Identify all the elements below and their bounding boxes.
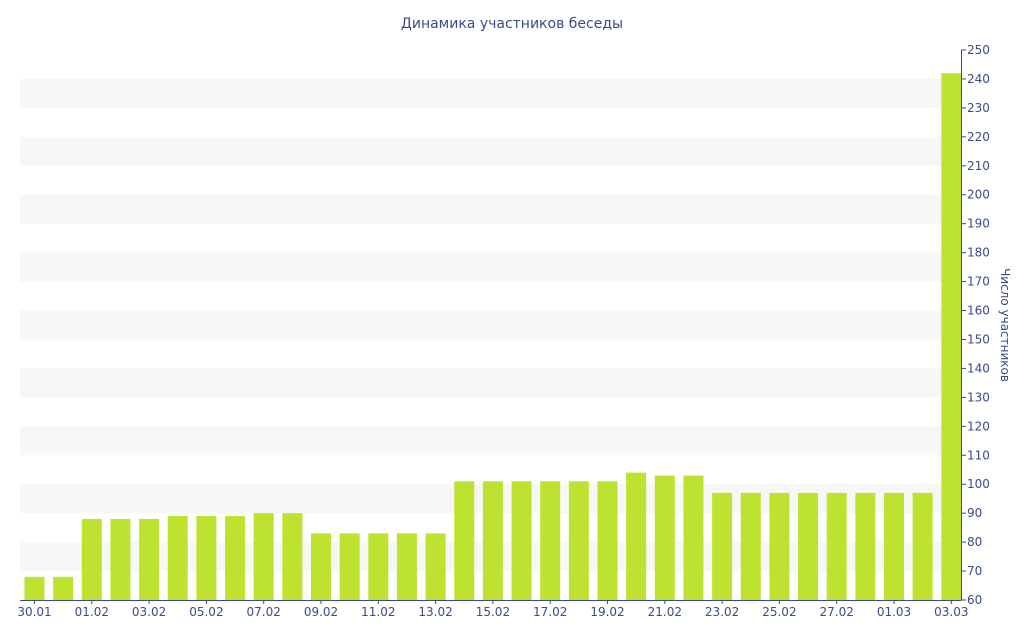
y-tick-label: 200 xyxy=(967,188,990,202)
y-tick-label: 210 xyxy=(967,159,990,173)
y-axis-title: Число участников xyxy=(998,268,1012,382)
bar xyxy=(454,481,475,600)
y-tick-label: 140 xyxy=(967,361,990,375)
y-tick-label: 120 xyxy=(967,419,990,433)
x-tick-label: 01.03 xyxy=(877,605,911,619)
x-tick-label: 30.01 xyxy=(17,605,51,619)
y-tick-label: 90 xyxy=(967,506,982,520)
bar xyxy=(941,73,962,600)
grid-band xyxy=(20,310,961,340)
bar xyxy=(826,492,847,600)
bar xyxy=(339,533,360,600)
bar xyxy=(683,475,704,600)
y-tick-label: 240 xyxy=(967,72,990,86)
y-tick-label: 170 xyxy=(967,275,990,289)
y-tick-label: 220 xyxy=(967,130,990,144)
bar xyxy=(884,492,904,600)
x-tick-label: 15.02 xyxy=(476,605,510,619)
x-tick-label: 01.02 xyxy=(75,605,109,619)
grid-band xyxy=(20,252,961,282)
y-tick-label: 110 xyxy=(967,448,990,462)
bar xyxy=(311,533,331,600)
y-tick-label: 70 xyxy=(967,564,982,578)
x-tick-label: 21.02 xyxy=(648,605,682,619)
x-tick-label: 09.02 xyxy=(304,605,338,619)
bar xyxy=(798,492,819,600)
x-tick-label: 17.02 xyxy=(533,605,567,619)
bar xyxy=(24,576,45,600)
chart-title: Динамика участников беседы xyxy=(401,16,623,32)
bar xyxy=(425,533,446,600)
grid-band xyxy=(20,194,961,224)
x-tick-label: 05.02 xyxy=(189,605,223,619)
x-tick-label: 23.02 xyxy=(705,605,739,619)
x-axis-ticks: 30.01 01.02 03.02 05.02 07.02 09.02 11.02 13.02… xyxy=(17,600,968,619)
bar xyxy=(482,481,503,600)
grid-band xyxy=(20,136,961,166)
x-tick-label: 25.02 xyxy=(762,605,796,619)
bar xyxy=(139,518,160,600)
bar xyxy=(540,481,561,600)
bar xyxy=(368,533,389,600)
bar xyxy=(396,533,417,600)
bar xyxy=(511,481,532,600)
bar xyxy=(196,516,217,600)
bar xyxy=(110,518,131,600)
bar xyxy=(855,492,876,600)
bar xyxy=(81,518,102,600)
x-tick-label: 07.02 xyxy=(247,605,281,619)
axes xyxy=(20,50,962,601)
y-tick-label: 80 xyxy=(967,535,982,549)
bar xyxy=(568,481,589,600)
bar xyxy=(769,492,790,600)
bar xyxy=(912,492,933,600)
y-tick-label: 250 xyxy=(967,43,990,57)
x-tick-label: 03.03 xyxy=(934,605,968,619)
bar xyxy=(253,513,274,600)
y-axis-ticks: 60 70 80 90 100 110 120 130 140 150 160 170 180 190 20… xyxy=(961,43,990,607)
bar xyxy=(225,516,246,600)
grid-bands xyxy=(20,78,961,572)
x-tick-label: 03.02 xyxy=(132,605,166,619)
bar xyxy=(597,481,618,600)
x-tick-label: 19.02 xyxy=(590,605,624,619)
grid-band xyxy=(20,78,961,108)
bar xyxy=(53,576,74,600)
bar xyxy=(740,492,761,600)
bar xyxy=(167,516,188,600)
bar-series xyxy=(24,73,962,600)
bar xyxy=(654,475,675,600)
x-tick-label: 11.02 xyxy=(361,605,395,619)
x-tick-label: 27.02 xyxy=(820,605,854,619)
bar xyxy=(712,492,733,600)
grid-band xyxy=(20,426,961,456)
y-tick-label: 130 xyxy=(967,390,990,404)
y-tick-label: 230 xyxy=(967,101,990,115)
y-tick-label: 190 xyxy=(967,217,990,231)
y-tick-label: 100 xyxy=(967,477,990,491)
y-tick-label: 160 xyxy=(967,304,990,318)
y-tick-label: 150 xyxy=(967,332,990,346)
bar xyxy=(282,513,303,600)
bar xyxy=(626,472,647,600)
y-tick-label: 60 xyxy=(967,593,982,607)
grid-band xyxy=(20,368,961,398)
y-tick-label: 180 xyxy=(967,246,990,260)
x-tick-label: 13.02 xyxy=(418,605,452,619)
